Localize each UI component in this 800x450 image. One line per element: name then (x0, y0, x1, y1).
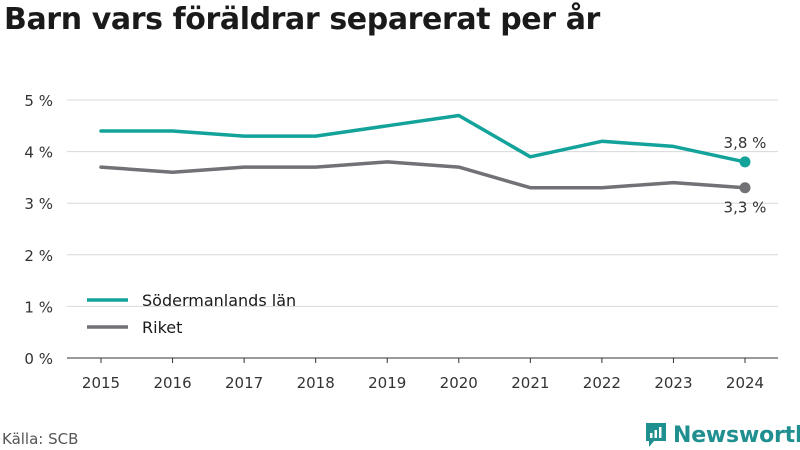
legend-label: Riket (142, 318, 182, 337)
legend: Södermanlands län Riket (87, 291, 296, 337)
x-tick-label: 2022 (583, 374, 621, 392)
x-tick-label: 2024 (726, 374, 764, 392)
gridlines (67, 99, 778, 359)
y-tick-label: 5 % (24, 92, 53, 110)
end-value-label: 3,3 % (724, 199, 767, 217)
x-tick-label: 2015 (82, 374, 120, 392)
newsworthy-logo-icon (646, 423, 666, 447)
x-axis-ticks: 2015 2016 2017 2018 2019 2020 2021 2022 2023 2024 (82, 358, 764, 392)
end-value-label: 3,8 % (724, 134, 767, 152)
y-tick-label: 4 % (24, 144, 53, 162)
x-tick-label: 2019 (368, 374, 406, 392)
y-tick-label: 2 % (24, 247, 53, 265)
y-tick-label: 1 % (24, 298, 53, 316)
series-line (99, 160, 747, 190)
end-point-marker (739, 182, 751, 194)
legend-label: Södermanlands län (142, 291, 296, 310)
x-tick-label: 2021 (511, 374, 549, 392)
chart-title: Barn vars föräldrar separerat per år (4, 2, 600, 37)
series-line (99, 113, 747, 164)
y-axis-ticks: 0 % 1 % 2 % 3 % 4 % 5 % (24, 92, 53, 368)
series-lines: 3,8 % 3,3 % (99, 113, 767, 217)
brand-name: Newsworthy (673, 422, 800, 448)
y-tick-label: 3 % (24, 195, 53, 213)
x-tick-label: 2016 (153, 374, 191, 392)
x-tick-label: 2020 (440, 374, 478, 392)
x-tick-label: 2018 (297, 374, 335, 392)
y-tick-label: 0 % (24, 350, 53, 368)
x-tick-label: 2023 (654, 374, 692, 392)
end-point-marker (739, 156, 751, 168)
source-note: Källa: SCB (2, 430, 79, 448)
brand-logo: Newsworthy (644, 421, 800, 449)
x-tick-label: 2017 (225, 374, 263, 392)
